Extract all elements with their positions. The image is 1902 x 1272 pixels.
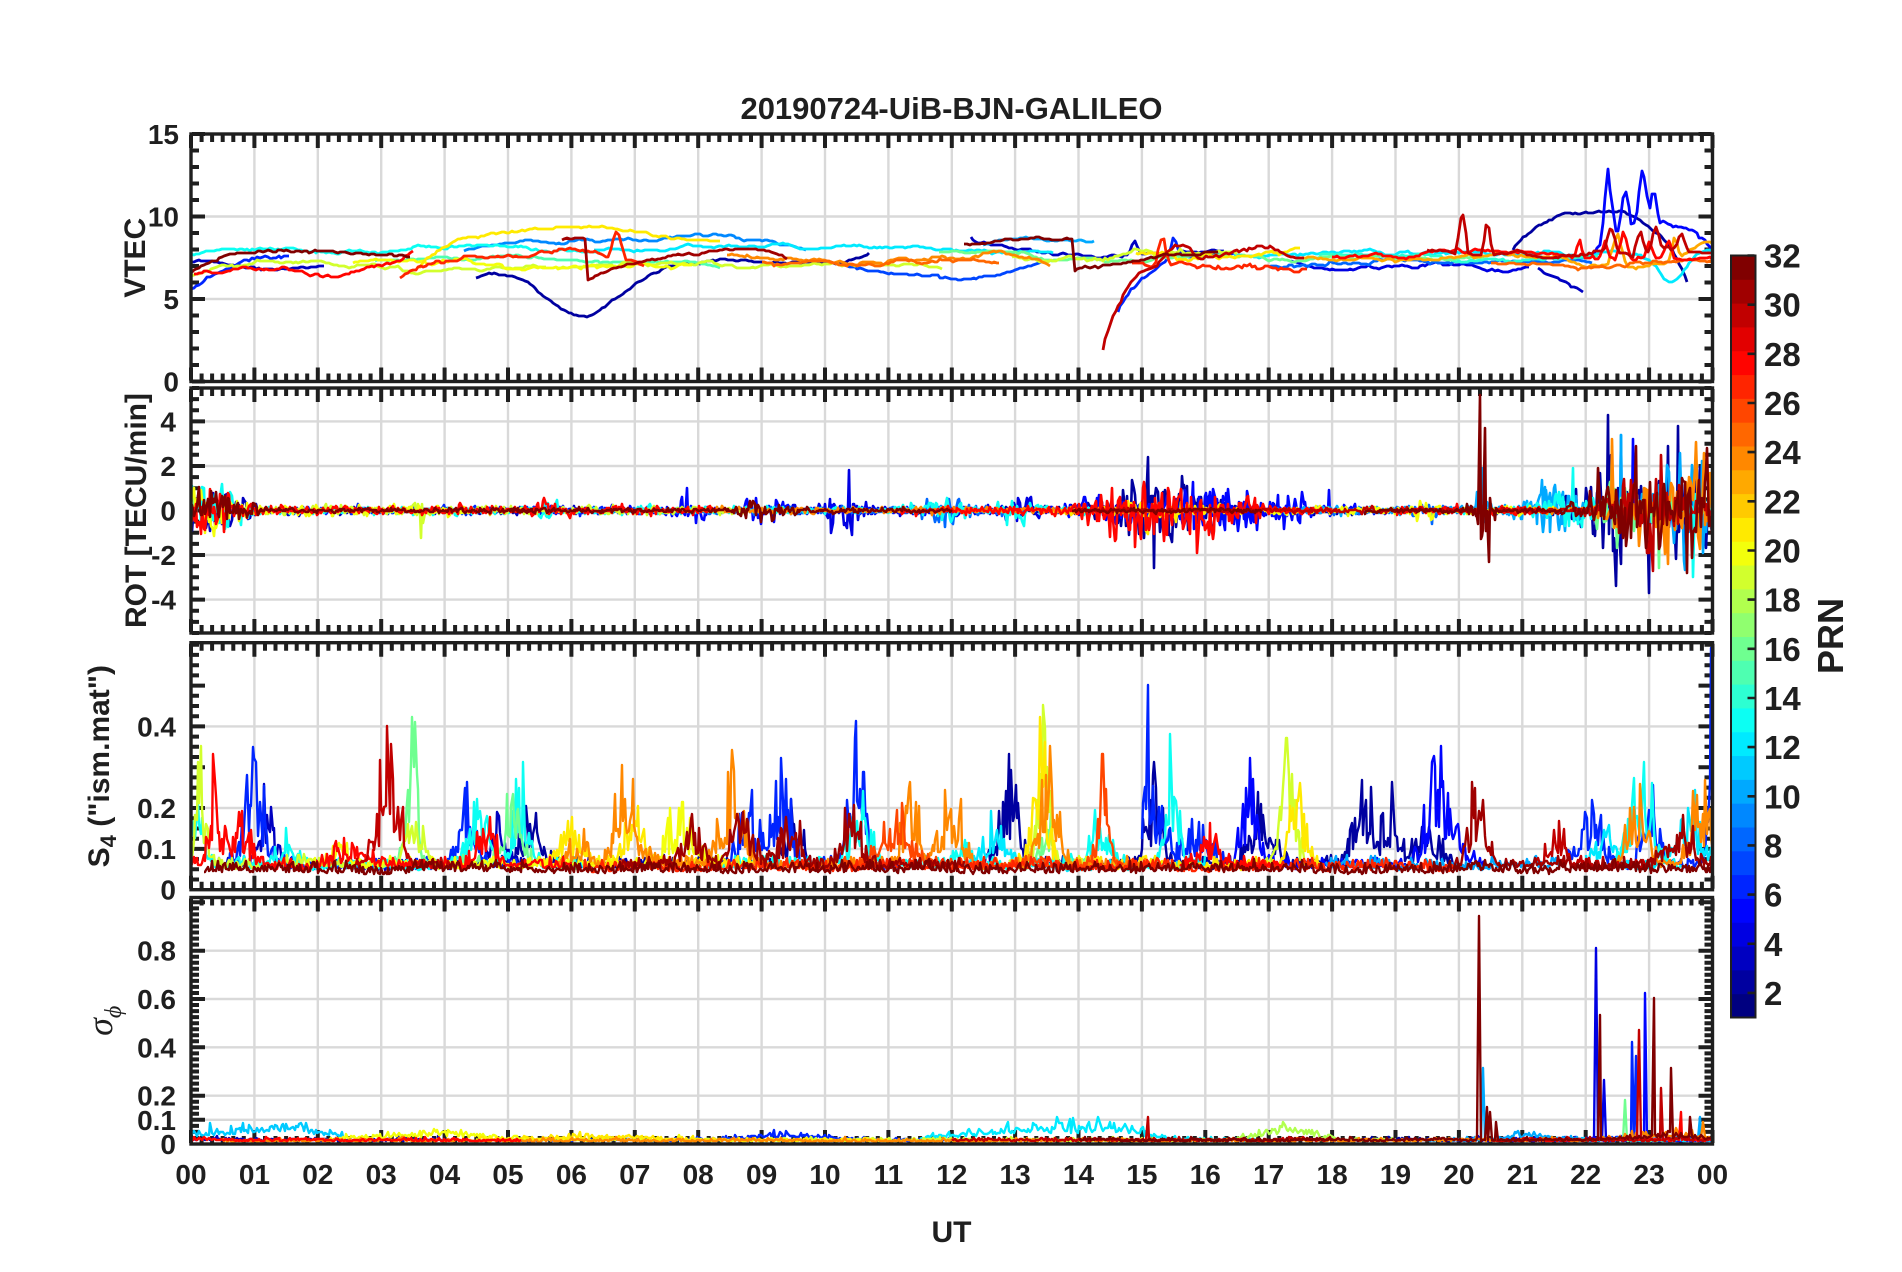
svg-text:14: 14	[1764, 680, 1801, 717]
svg-text:4: 4	[160, 406, 176, 437]
svg-text:22: 22	[1570, 1159, 1601, 1190]
svg-text:0.6: 0.6	[137, 984, 176, 1015]
svg-text:28: 28	[1764, 336, 1801, 373]
svg-text:06: 06	[556, 1159, 587, 1190]
svg-text:14: 14	[1063, 1159, 1095, 1190]
svg-text:32: 32	[1764, 238, 1801, 275]
svg-text:15: 15	[148, 119, 179, 150]
svg-text:22: 22	[1764, 483, 1801, 520]
svg-text:0.4: 0.4	[137, 711, 176, 742]
svg-text:07: 07	[619, 1159, 650, 1190]
svg-text:18: 18	[1317, 1159, 1348, 1190]
svg-text:18: 18	[1764, 582, 1801, 619]
svg-text:0.8: 0.8	[137, 936, 176, 967]
svg-text:S4 ("ism.mat"): S4 ("ism.mat")	[83, 665, 121, 867]
svg-text:ROT [TECU/min]: ROT [TECU/min]	[120, 393, 153, 628]
svg-text:15: 15	[1126, 1159, 1157, 1190]
svg-text:8: 8	[1764, 827, 1782, 864]
svg-text:01: 01	[239, 1159, 270, 1190]
svg-text:00: 00	[1697, 1159, 1728, 1190]
svg-text:10: 10	[1764, 778, 1801, 815]
svg-text:20190724-UiB-BJN-GALILEO: 20190724-UiB-BJN-GALILEO	[740, 91, 1162, 126]
svg-text:4: 4	[1764, 926, 1783, 963]
svg-text:02: 02	[302, 1159, 333, 1190]
svg-text:σϕ: σϕ	[80, 1006, 127, 1036]
svg-text:04: 04	[429, 1159, 461, 1190]
svg-text:PRN: PRN	[1810, 598, 1851, 674]
svg-text:03: 03	[366, 1159, 397, 1190]
svg-text:12: 12	[1764, 729, 1801, 766]
svg-text:0.2: 0.2	[137, 1081, 176, 1112]
svg-text:VTEC: VTEC	[119, 218, 152, 298]
svg-text:-4: -4	[151, 585, 176, 616]
svg-text:26: 26	[1764, 385, 1801, 422]
svg-text:2: 2	[1764, 975, 1782, 1012]
svg-text:12: 12	[936, 1159, 967, 1190]
svg-text:0.1: 0.1	[137, 834, 176, 865]
svg-text:16: 16	[1764, 631, 1801, 668]
svg-text:17: 17	[1253, 1159, 1284, 1190]
svg-text:5: 5	[163, 284, 179, 315]
svg-text:23: 23	[1634, 1159, 1665, 1190]
svg-text:0: 0	[160, 875, 176, 906]
svg-text:2: 2	[160, 451, 176, 482]
svg-text:24: 24	[1764, 434, 1801, 471]
svg-text:09: 09	[746, 1159, 777, 1190]
svg-text:30: 30	[1764, 287, 1801, 324]
svg-text:0: 0	[163, 367, 179, 398]
svg-text:0.1: 0.1	[137, 1105, 176, 1136]
svg-text:08: 08	[683, 1159, 714, 1190]
svg-text:11: 11	[874, 1159, 904, 1190]
svg-text:21: 21	[1507, 1159, 1538, 1190]
svg-text:19: 19	[1380, 1159, 1411, 1190]
svg-text:20: 20	[1764, 533, 1801, 570]
svg-text:05: 05	[492, 1159, 523, 1190]
svg-text:00: 00	[175, 1159, 206, 1190]
svg-text:6: 6	[1764, 877, 1782, 914]
svg-text:0.4: 0.4	[137, 1032, 176, 1063]
svg-text:10: 10	[148, 202, 179, 233]
svg-text:0: 0	[160, 496, 176, 527]
svg-text:13: 13	[1000, 1159, 1031, 1190]
svg-text:0: 0	[160, 1129, 176, 1160]
svg-text:20: 20	[1443, 1159, 1474, 1190]
svg-text:0.2: 0.2	[137, 793, 176, 824]
svg-text:UT: UT	[932, 1216, 972, 1249]
svg-text:16: 16	[1190, 1159, 1221, 1190]
svg-text:-2: -2	[151, 540, 176, 571]
svg-text:10: 10	[809, 1159, 840, 1190]
